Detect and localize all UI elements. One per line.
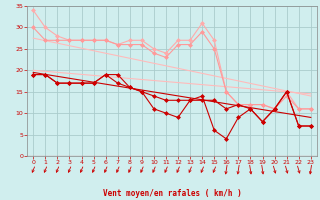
Text: Vent moyen/en rafales ( km/h ): Vent moyen/en rafales ( km/h ) xyxy=(103,189,242,198)
